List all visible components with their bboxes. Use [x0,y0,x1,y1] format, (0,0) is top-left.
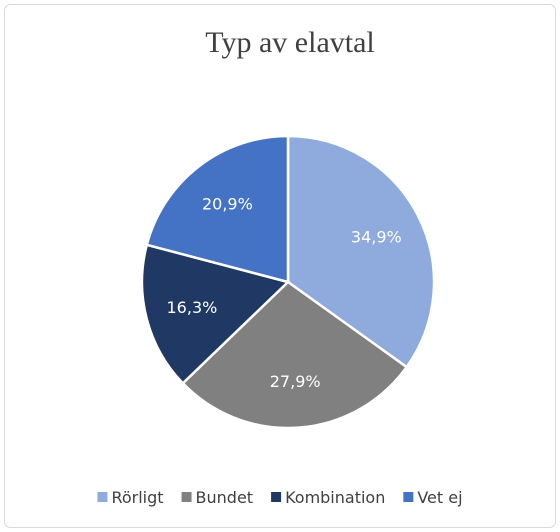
data-label: 20,9% [202,194,253,213]
legend-label: Bundet [196,488,254,507]
legend: Rörligt Bundet Kombination Vet ej [97,488,463,507]
pie-slice [181,280,409,430]
legend-swatch [403,492,414,502]
data-label: 16,3% [167,298,218,317]
legend-label: Kombination [285,488,385,507]
legend-label: Rörligt [111,488,163,507]
chart-title: Typ av elavtal [205,26,375,59]
pie-slice [286,134,436,369]
data-label: 34,9% [351,228,402,247]
legend-swatch [271,492,282,502]
legend-swatch [97,492,108,502]
pie-slice [140,243,291,386]
legend-swatch [181,492,192,502]
data-label: 27,9% [270,372,321,391]
legend-label: Vet ej [417,488,462,507]
pie-slice [145,134,290,284]
